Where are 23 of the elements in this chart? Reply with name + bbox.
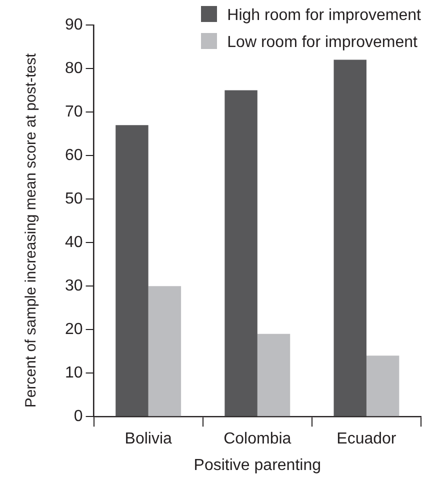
bar — [257, 334, 290, 416]
x-tick-label: Colombia — [224, 430, 292, 448]
y-tick-label: 50 — [65, 190, 83, 208]
bar — [224, 90, 258, 416]
bar — [148, 286, 182, 416]
legend-label: Low room for improvement — [226, 33, 418, 53]
x-tick-label: Bolivia — [124, 430, 172, 448]
y-tick-label: 0 — [74, 408, 83, 426]
bar — [116, 125, 148, 416]
y-tick-label: 80 — [65, 60, 83, 77]
x-axis-title: Positive parenting — [194, 456, 321, 474]
y-tick-label: 70 — [65, 103, 83, 120]
y-axis-title: Percent of sample increasing mean score at post-test — [22, 52, 40, 408]
bar — [334, 60, 366, 416]
x-tick-label: Ecuador — [336, 430, 397, 448]
y-tick-label: 10 — [65, 364, 83, 382]
y-tick-label: 60 — [65, 146, 83, 164]
legend-label: High room for improvement — [226, 6, 421, 26]
bar — [366, 356, 400, 416]
y-tick-label: 30 — [65, 277, 83, 294]
y-tick-label: 20 — [65, 320, 83, 338]
y-tick-label: 90 — [65, 16, 83, 34]
y-tick-label: 40 — [65, 234, 83, 251]
